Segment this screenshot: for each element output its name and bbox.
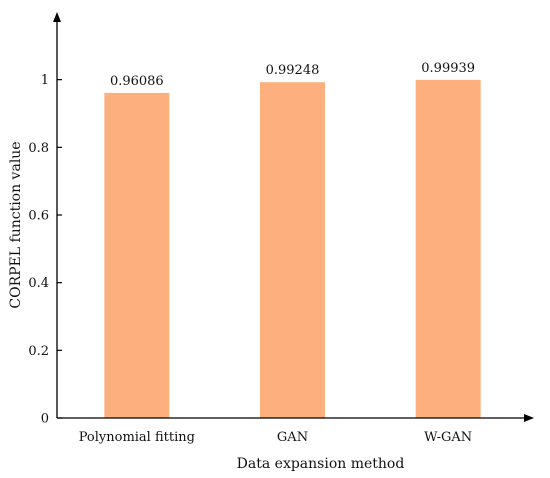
y-ticks-group: 0 0.2 0.4 0.6 0.8 1 xyxy=(28,73,62,427)
data-labels-group: 0.96086 0.99248 0.99939 xyxy=(110,61,475,89)
data-label: 0.99248 xyxy=(266,63,320,78)
axes-group xyxy=(53,12,534,422)
x-tick-label: Polynomial fitting xyxy=(79,430,195,445)
x-tick-label: GAN xyxy=(277,430,308,445)
bar xyxy=(415,79,481,418)
y-axis-arrow xyxy=(53,12,61,22)
data-label: 0.99939 xyxy=(421,61,475,76)
y-axis-title: CORPEL function value xyxy=(8,141,24,308)
y-tick-label: 0 xyxy=(41,412,49,427)
x-axis-title: Data expansion method xyxy=(237,456,405,472)
y-tick-label: 0.8 xyxy=(28,141,49,156)
x-ticks-group: Polynomial fitting GAN W-GAN xyxy=(79,430,472,445)
y-tick-label: 0.2 xyxy=(28,344,49,359)
bars-group xyxy=(104,79,481,419)
bar xyxy=(260,82,325,418)
y-tick-label: 0.4 xyxy=(28,276,49,291)
y-tick-label: 1 xyxy=(41,73,49,88)
x-axis-arrow xyxy=(524,414,534,422)
bar xyxy=(104,92,170,419)
y-tick-label: 0.6 xyxy=(28,209,49,224)
data-label: 0.96086 xyxy=(110,74,164,89)
x-tick-label: W-GAN xyxy=(424,430,472,445)
